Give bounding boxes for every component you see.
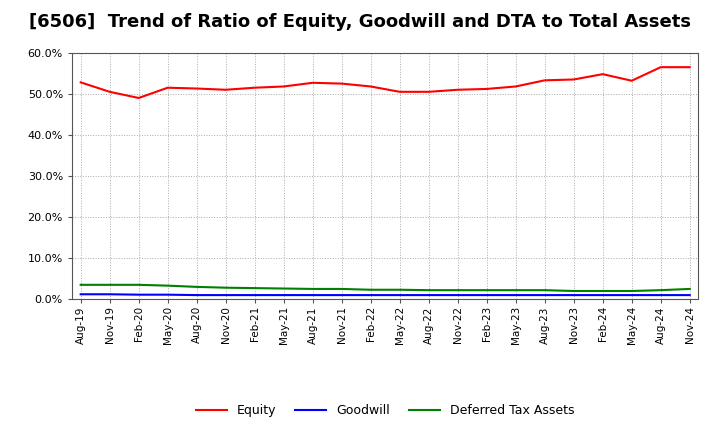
Deferred Tax Assets xyxy=(279,286,288,291)
Equity xyxy=(395,89,404,95)
Goodwill xyxy=(657,293,665,298)
Goodwill xyxy=(308,293,317,298)
Deferred Tax Assets xyxy=(598,288,607,293)
Goodwill xyxy=(338,293,346,298)
Deferred Tax Assets xyxy=(657,287,665,293)
Equity xyxy=(163,85,172,90)
Goodwill xyxy=(105,292,114,297)
Deferred Tax Assets xyxy=(135,282,143,287)
Goodwill xyxy=(221,293,230,298)
Equity xyxy=(338,81,346,86)
Deferred Tax Assets xyxy=(627,288,636,293)
Line: Deferred Tax Assets: Deferred Tax Assets xyxy=(81,285,690,291)
Goodwill xyxy=(192,293,201,298)
Deferred Tax Assets xyxy=(163,283,172,288)
Equity xyxy=(570,77,578,82)
Equity xyxy=(511,84,520,89)
Goodwill xyxy=(135,292,143,297)
Deferred Tax Assets xyxy=(685,286,694,292)
Legend: Equity, Goodwill, Deferred Tax Assets: Equity, Goodwill, Deferred Tax Assets xyxy=(191,399,580,422)
Equity xyxy=(424,89,433,95)
Goodwill xyxy=(454,293,462,298)
Goodwill xyxy=(685,293,694,298)
Goodwill xyxy=(570,293,578,298)
Equity xyxy=(482,86,491,92)
Equity xyxy=(627,78,636,83)
Deferred Tax Assets xyxy=(76,282,85,287)
Equity xyxy=(454,87,462,92)
Goodwill xyxy=(541,293,549,298)
Goodwill xyxy=(251,293,259,298)
Deferred Tax Assets xyxy=(338,286,346,292)
Goodwill xyxy=(163,292,172,297)
Deferred Tax Assets xyxy=(308,286,317,292)
Equity xyxy=(598,72,607,77)
Goodwill xyxy=(366,293,375,298)
Deferred Tax Assets xyxy=(221,285,230,290)
Line: Goodwill: Goodwill xyxy=(81,294,690,295)
Equity xyxy=(308,80,317,85)
Deferred Tax Assets xyxy=(541,287,549,293)
Deferred Tax Assets xyxy=(482,287,491,293)
Deferred Tax Assets xyxy=(395,287,404,293)
Deferred Tax Assets xyxy=(424,287,433,293)
Goodwill xyxy=(395,293,404,298)
Equity xyxy=(657,65,665,70)
Goodwill xyxy=(279,293,288,298)
Goodwill xyxy=(76,292,85,297)
Equity xyxy=(76,80,85,85)
Equity xyxy=(541,78,549,83)
Deferred Tax Assets xyxy=(454,287,462,293)
Deferred Tax Assets xyxy=(251,286,259,291)
Equity xyxy=(192,86,201,91)
Equity xyxy=(135,95,143,101)
Goodwill xyxy=(627,293,636,298)
Deferred Tax Assets xyxy=(366,287,375,293)
Deferred Tax Assets xyxy=(105,282,114,287)
Equity xyxy=(279,84,288,89)
Equity xyxy=(221,87,230,92)
Deferred Tax Assets xyxy=(192,284,201,290)
Deferred Tax Assets xyxy=(511,287,520,293)
Goodwill xyxy=(598,293,607,298)
Goodwill xyxy=(511,293,520,298)
Goodwill xyxy=(424,293,433,298)
Equity xyxy=(685,65,694,70)
Equity xyxy=(366,84,375,89)
Deferred Tax Assets xyxy=(570,288,578,293)
Equity xyxy=(105,89,114,95)
Goodwill xyxy=(482,293,491,298)
Line: Equity: Equity xyxy=(81,67,690,98)
Text: [6506]  Trend of Ratio of Equity, Goodwill and DTA to Total Assets: [6506] Trend of Ratio of Equity, Goodwil… xyxy=(29,13,691,31)
Equity xyxy=(251,85,259,90)
